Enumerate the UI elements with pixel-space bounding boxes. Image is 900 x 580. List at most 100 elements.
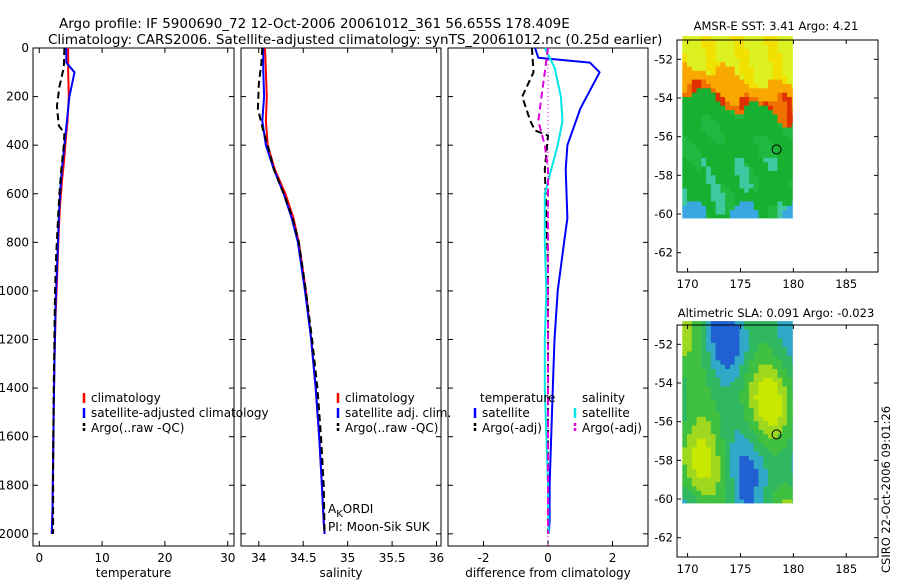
heatmap-cell: [787, 171, 793, 176]
heatmap-cell: [720, 175, 726, 181]
heatmap-cell: [725, 460, 731, 466]
heatmap-cell: [701, 66, 707, 72]
heatmap-cell: [787, 214, 793, 219]
heatmap-cell: [706, 136, 712, 142]
heatmap-cell: [720, 105, 726, 111]
heatmap-cell: [768, 66, 774, 72]
heatmap-cell: [753, 329, 759, 335]
heatmap-cell: [696, 469, 702, 474]
heatmap-cell: [758, 66, 764, 72]
heatmap-cell: [772, 188, 778, 194]
heatmap-cell: [682, 386, 688, 392]
heatmap-cell: [744, 482, 750, 487]
heatmap-cell: [720, 205, 726, 211]
heatmap-cell: [706, 171, 712, 176]
heatmap-cell: [768, 210, 774, 215]
heatmap-cell: [725, 36, 731, 41]
heatmap-cell: [763, 347, 769, 353]
heatmap-cell: [734, 136, 740, 142]
heatmap-cell: [682, 364, 688, 370]
heatmap-cell: [691, 338, 698, 344]
heatmap-cell: [777, 456, 783, 461]
heatmap-cell: [720, 153, 726, 159]
heatmap-cell: [687, 149, 693, 155]
heatmap-cell: [696, 79, 702, 85]
heatmap-cell: [744, 149, 750, 155]
heatmap-cell: [687, 386, 693, 392]
heatmap-cell: [729, 408, 736, 413]
heatmap-cell: [753, 486, 759, 492]
heatmap-cell: [744, 140, 750, 146]
heatmap-cell: [777, 360, 783, 366]
heatmap-cell: [729, 395, 736, 400]
heatmap-cell: [777, 364, 783, 370]
heatmap-cell: [744, 355, 750, 361]
heatmap-cell: [787, 44, 793, 50]
heatmap-cell: [725, 188, 731, 194]
heatmap-cell: [687, 131, 693, 137]
heatmap-cell: [729, 114, 736, 120]
heatmap-cell: [777, 114, 783, 120]
heatmap-cell: [763, 421, 769, 427]
heatmap-cell: [753, 66, 759, 72]
heatmap-cell: [777, 40, 783, 46]
heatmap-cell: [739, 442, 745, 448]
sla-map-title: Altimetric SLA: 0.091 Argo: -0.023: [678, 306, 875, 320]
heatmap-cell: [691, 40, 698, 46]
heatmap-cell: [701, 92, 707, 98]
heatmap-cell: [682, 495, 688, 500]
heatmap-cell: [763, 369, 769, 374]
heatmap-cell: [744, 325, 750, 331]
heatmap-cell: [696, 210, 702, 215]
heatmap-cell: [691, 342, 698, 348]
heatmap-cell: [696, 399, 702, 405]
heatmap-cell: [768, 188, 774, 194]
heatmap-cell: [787, 175, 793, 181]
heatmap-cell: [710, 179, 717, 185]
heatmap-cell: [758, 153, 764, 159]
heatmap-cell: [758, 40, 764, 46]
heatmap-cell: [777, 334, 783, 340]
heatmap-cell: [715, 499, 721, 504]
heatmap-cell: [691, 49, 698, 55]
heatmap-cell: [748, 75, 755, 81]
heatmap-cell: [753, 421, 759, 427]
heatmap-cell: [787, 84, 793, 89]
heatmap-cell: [729, 210, 736, 215]
heatmap-cell: [706, 438, 712, 444]
heatmap-cell: [744, 412, 750, 418]
heatmap-cell: [710, 395, 717, 400]
heatmap-cell: [787, 205, 793, 211]
heatmap-cell: [748, 179, 755, 185]
heatmap-cell: [768, 499, 774, 504]
heatmap-cell: [768, 123, 774, 128]
heatmap-cell: [777, 197, 783, 202]
heatmap-cell: [706, 44, 712, 50]
heatmap-cell: [739, 171, 745, 176]
heatmap-cell: [777, 486, 783, 492]
heatmap-cell: [777, 162, 783, 168]
heatmap-cell: [758, 412, 764, 418]
heatmap-cell: [701, 110, 707, 115]
heatmap-cell: [710, 434, 717, 440]
heatmap-cell: [691, 149, 698, 155]
heatmap-cell: [753, 460, 759, 466]
heatmap-cell: [753, 131, 759, 137]
heatmap-cell: [744, 338, 750, 344]
legend-label: climatology: [345, 391, 415, 405]
heatmap-cell: [706, 473, 712, 479]
heatmap-cell: [701, 325, 707, 331]
heatmap-cell: [791, 123, 793, 128]
heatmap-cell: [753, 429, 759, 435]
heatmap-cell: [768, 105, 774, 111]
heatmap-cell: [748, 40, 755, 46]
heatmap-cell: [720, 416, 726, 422]
heatmap-cell: [777, 408, 783, 413]
heatmap-cell: [787, 179, 793, 185]
heatmap-cell: [791, 49, 793, 55]
heatmap-cell: [729, 131, 736, 137]
heatmap-cell: [739, 66, 745, 72]
heatmap-cell: [701, 395, 707, 400]
heatmap-cell: [710, 425, 717, 431]
heatmap-cell: [748, 205, 755, 211]
